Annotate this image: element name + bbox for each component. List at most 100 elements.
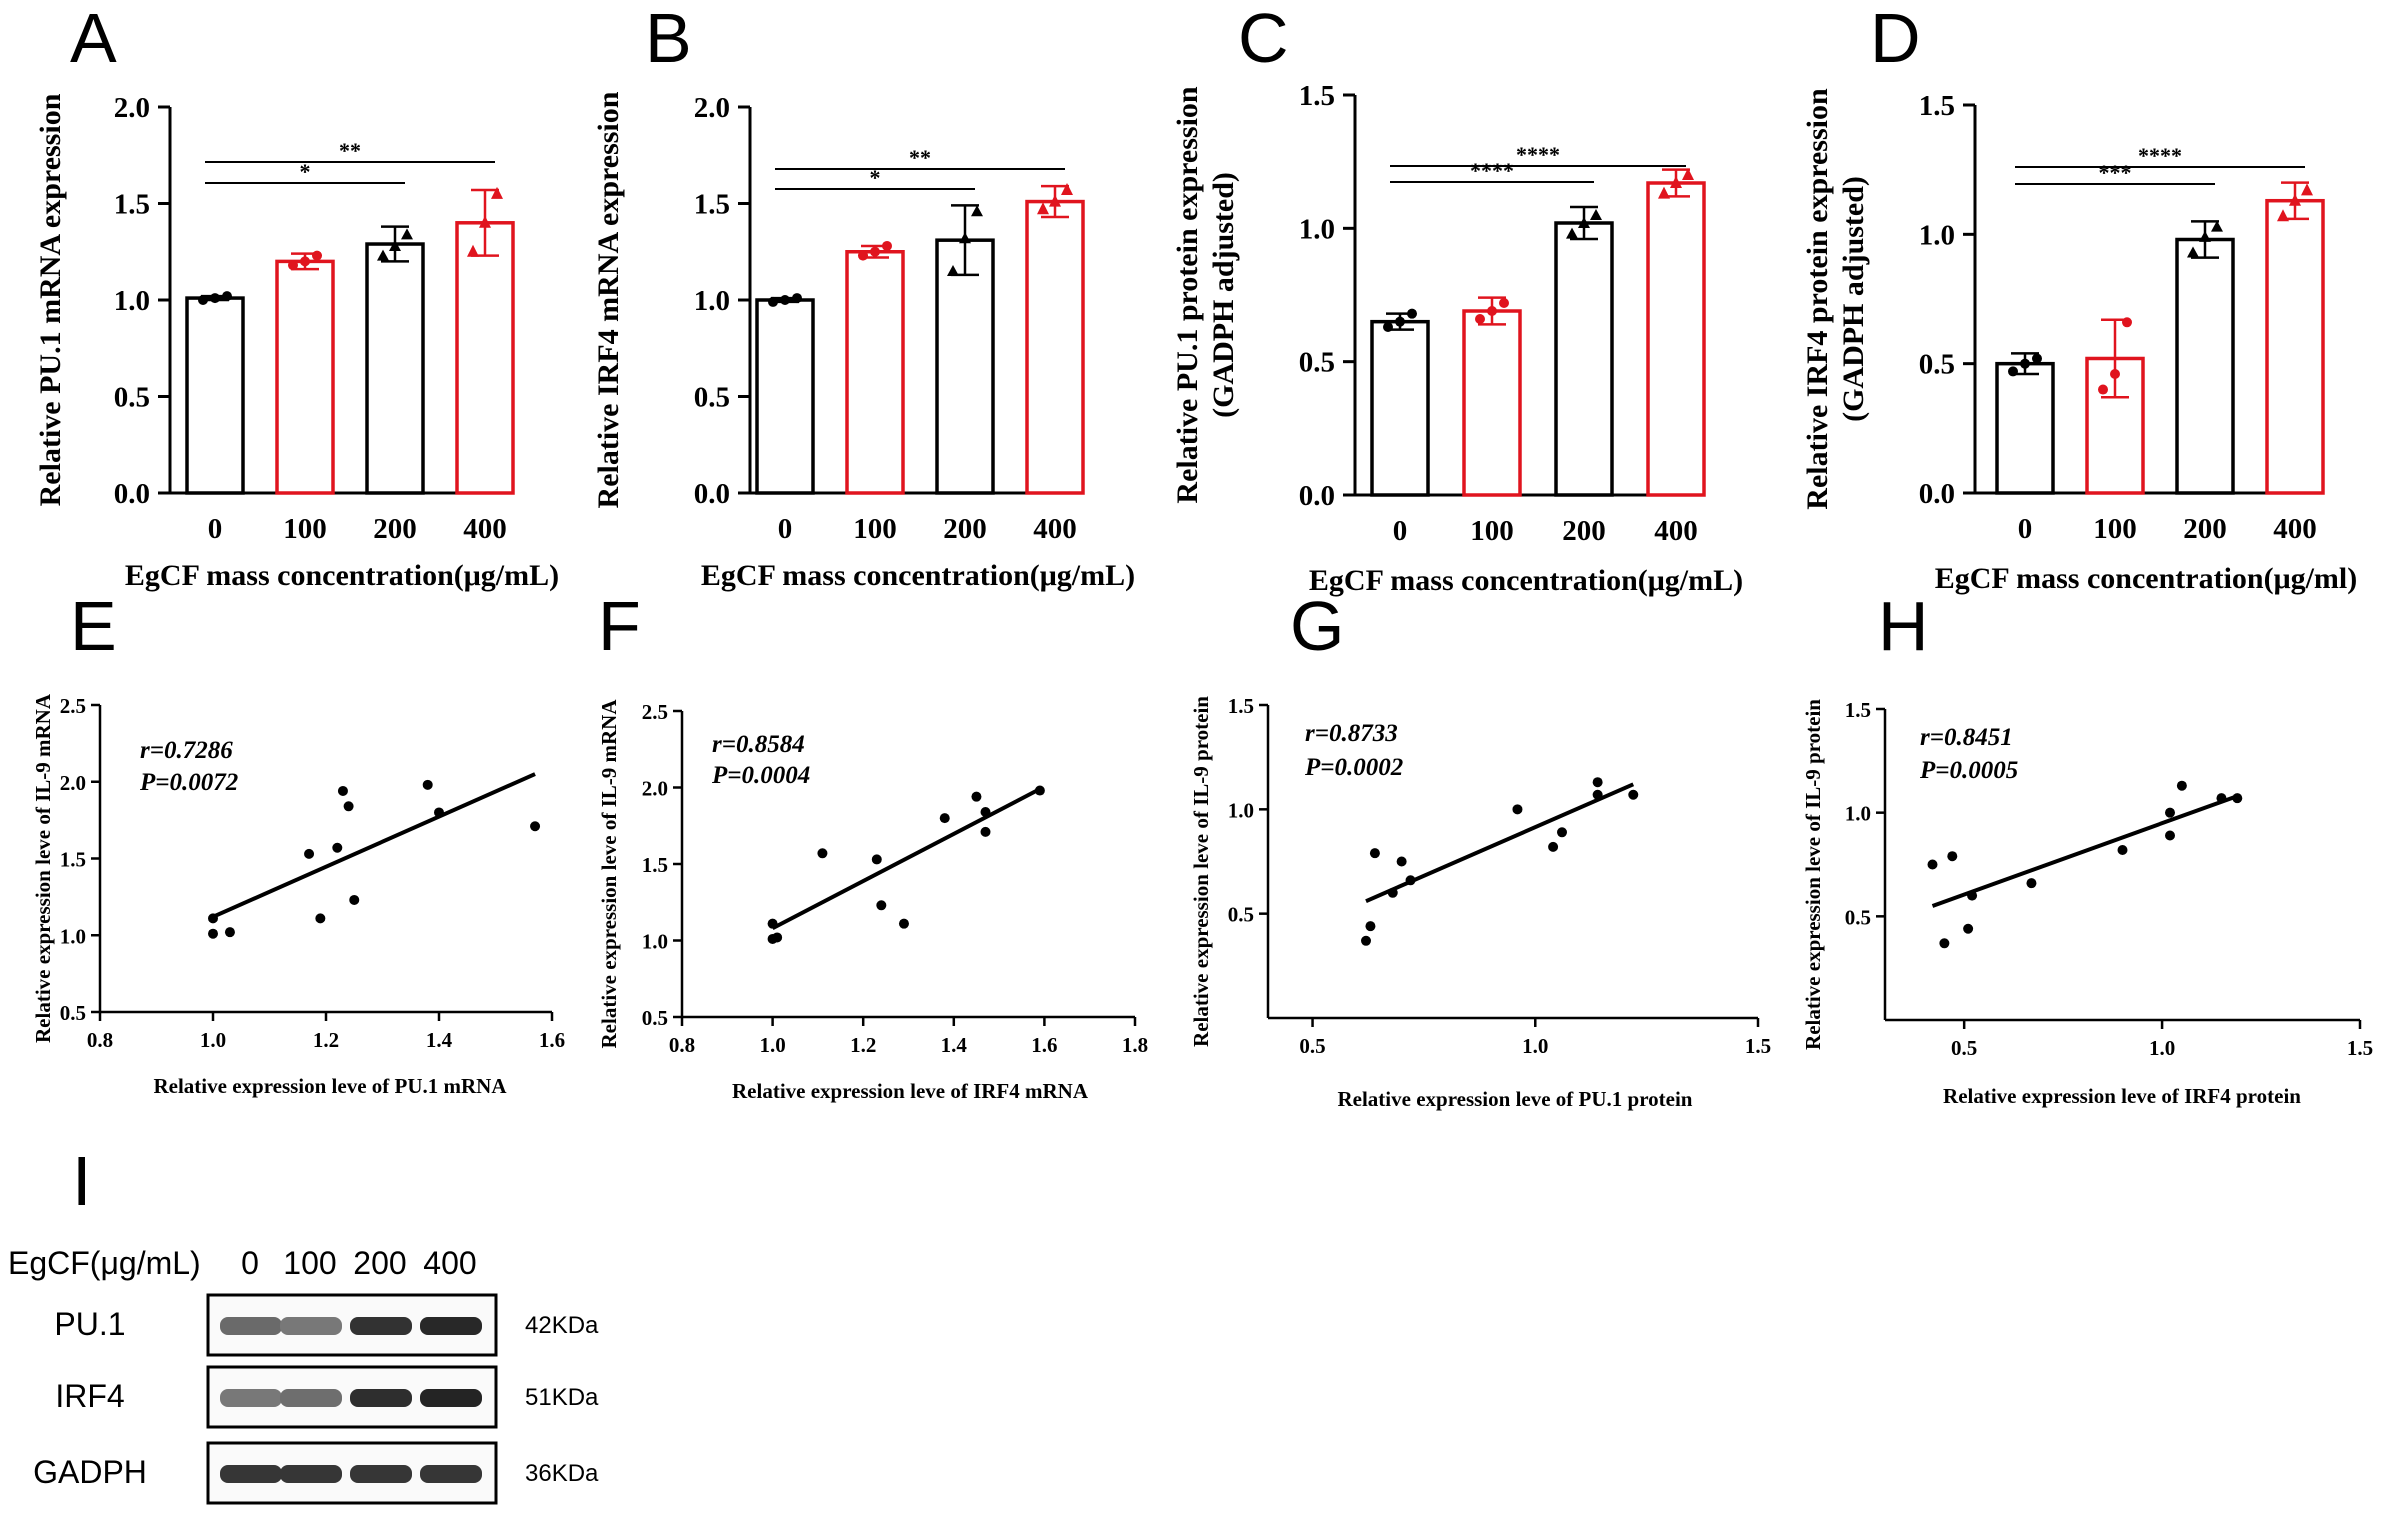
x-axis-label: EgCF mass concentration(μg/ml) xyxy=(1935,562,2358,595)
x-tick-label: 400 xyxy=(1033,513,1077,545)
wb-size-label: 36KDa xyxy=(525,1460,599,1487)
y-tick-label: 0.0 xyxy=(1299,480,1335,512)
x-tick-label: 200 xyxy=(1562,515,1606,547)
wb-size-label: 51KDa xyxy=(525,1384,599,1411)
bar-100 xyxy=(275,259,335,495)
data-point xyxy=(491,186,503,199)
data-point xyxy=(1487,306,1497,316)
y-tick-label: 0.0 xyxy=(1919,478,1955,510)
panel-letter-i: I xyxy=(72,1142,91,1220)
data-point xyxy=(315,913,326,924)
wb-band xyxy=(280,1465,342,1483)
r-value: r=0.8733 xyxy=(1305,720,1398,747)
y-tick-label: 2.0 xyxy=(114,92,150,124)
p-value: P=0.0002 xyxy=(1304,754,1403,781)
y-tick-label: 1.0 xyxy=(60,924,86,948)
data-point xyxy=(343,801,354,812)
y-tick-label: 2.0 xyxy=(642,777,668,801)
bar-0 xyxy=(1370,319,1430,497)
data-point xyxy=(2187,246,2199,258)
fit-line xyxy=(212,772,536,919)
panel-letter-f: F xyxy=(598,587,641,665)
y-tick-label: 0.5 xyxy=(1299,347,1335,379)
data-point xyxy=(772,932,783,943)
data-point xyxy=(2301,183,2313,196)
data-point xyxy=(1927,859,1938,870)
data-point xyxy=(1566,227,1578,239)
data-point xyxy=(1963,923,1974,934)
wb-header-label: EgCF(μg/mL) xyxy=(8,1245,201,1281)
x-tick-label: 1.6 xyxy=(1031,1033,1057,1057)
data-point xyxy=(768,296,778,307)
data-point xyxy=(2110,369,2120,380)
x-tick-label: 1.5 xyxy=(1745,1034,1771,1058)
x-axis-label: EgCF mass concentration(μg/mL) xyxy=(125,559,559,592)
significance-label: *** xyxy=(2099,160,2132,185)
wb-band xyxy=(350,1317,412,1335)
scatter-chart-E: 0.5 1.0 1.5 2.0 2.5 0.8 1.0 1.2 1.4 1.6 r=0.7286 P=… xyxy=(31,693,565,1098)
p-value: P=0.0005 xyxy=(1919,757,2018,784)
data-point xyxy=(1578,217,1590,228)
data-point xyxy=(377,249,389,261)
data-point xyxy=(1512,804,1523,815)
data-point xyxy=(401,228,413,240)
wb-band xyxy=(420,1317,482,1335)
r-value: r=0.7286 xyxy=(140,737,233,764)
x-tick-label: 400 xyxy=(463,513,507,545)
bar-100 xyxy=(845,250,905,495)
x-axis-label: Relative expression leve of IRF4 mRNA xyxy=(732,1079,1089,1103)
data-point xyxy=(1658,186,1670,199)
bar-chart-D: 0.0 0.5 1.0 1.5 0 100 200 400 ******* Relative IR… xyxy=(1801,88,2357,595)
x-tick-label: 1.0 xyxy=(759,1033,785,1057)
data-point xyxy=(882,240,892,251)
fit-line xyxy=(1365,782,1635,903)
wb-lane-label: 0 xyxy=(241,1245,259,1281)
data-point xyxy=(312,250,322,261)
scatter-chart-F: 0.5 1.0 1.5 2.0 2.5 0.8 1.0 1.2 1.4 1.6 1.8 r=0.858… xyxy=(597,699,1148,1103)
data-point xyxy=(959,232,971,244)
data-point xyxy=(1670,176,1682,188)
data-point xyxy=(1548,841,1559,852)
wb-band xyxy=(420,1465,482,1483)
data-point xyxy=(210,293,220,304)
x-axis-label: EgCF mass concentration(μg/mL) xyxy=(1309,564,1743,597)
wb-band xyxy=(220,1317,282,1335)
y-axis-label: Relative IRF4 protein expression xyxy=(1801,88,1834,510)
bar-200 xyxy=(365,242,425,495)
y-tick-label: 1.0 xyxy=(694,285,730,317)
data-point xyxy=(2165,807,2175,818)
data-point xyxy=(1361,935,1371,946)
significance-label: **** xyxy=(2138,143,2182,168)
data-point xyxy=(1049,194,1061,207)
wb-row-label: IRF4 xyxy=(55,1378,124,1414)
x-tick-label: 400 xyxy=(2273,513,2317,545)
data-point xyxy=(1061,182,1073,195)
data-point xyxy=(876,900,887,911)
y-tick-label: 1.5 xyxy=(1299,80,1335,112)
scatter-chart-G: 0.5 1.0 1.5 0.5 1.0 1.5 r=0.8733 P=0.0002 Relati… xyxy=(1189,694,1771,1111)
data-point xyxy=(939,813,950,824)
bar-chart-A: 0.00.51.01.52.00 100 200 400***Relative PU.… xyxy=(34,92,559,592)
scatter-chart-H: 0.5 1.0 1.5 0.5 1.0 1.5 r=0.8451 P=0.0005 Relati… xyxy=(1801,698,2373,1108)
bar-200 xyxy=(935,238,995,495)
x-tick-label: 1.4 xyxy=(426,1028,453,1052)
p-value: P=0.0004 xyxy=(711,762,810,789)
western-blot: EgCF(μg/mL) 0 100 200 400 PU.1 42KDa IRF4 51KDa G… xyxy=(8,1245,599,1505)
x-tick-label: 1.5 xyxy=(2347,1036,2373,1060)
panel-letter-g: G xyxy=(1290,587,1344,665)
y-axis-label-2: (GADPH adjusted) xyxy=(1207,172,1240,418)
x-tick-label: 0 xyxy=(208,513,223,545)
y-tick-label: 0.5 xyxy=(114,382,150,414)
x-tick-label: 1.4 xyxy=(941,1033,968,1057)
y-tick-label: 1.5 xyxy=(1845,698,1871,722)
panel-letter-a: A xyxy=(70,0,117,77)
data-point xyxy=(288,260,298,271)
data-point xyxy=(792,293,802,304)
data-point xyxy=(2122,317,2132,328)
y-tick-label: 0.5 xyxy=(642,1006,668,1030)
significance-label: ** xyxy=(339,138,361,163)
y-axis-label: Relative PU.1 mRNA expression xyxy=(34,93,67,506)
data-point xyxy=(1628,789,1639,800)
bar-0 xyxy=(185,296,245,495)
x-tick-label: 1.0 xyxy=(200,1028,226,1052)
